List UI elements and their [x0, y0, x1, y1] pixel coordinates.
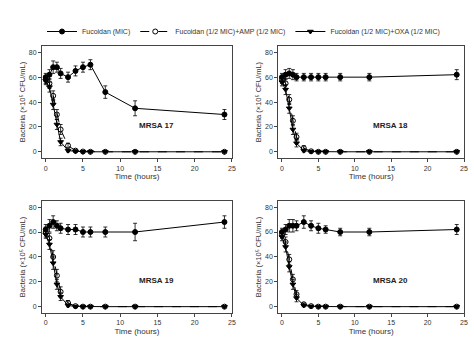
svg-text:0: 0: [33, 303, 37, 310]
svg-text:MRSA 19: MRSA 19: [139, 276, 174, 285]
svg-text:25: 25: [460, 319, 468, 326]
svg-text:Time (hours): Time (hours): [349, 172, 394, 181]
svg-text:15: 15: [154, 319, 162, 326]
svg-text:20: 20: [29, 123, 37, 130]
svg-text:MRSA 20: MRSA 20: [373, 276, 408, 285]
svg-text:60: 60: [29, 74, 37, 81]
svg-text:10: 10: [351, 165, 359, 172]
svg-text:Fucoidan (MIC): Fucoidan (MIC): [82, 28, 130, 36]
svg-text:MRSA 18: MRSA 18: [373, 121, 408, 130]
svg-text:25: 25: [228, 319, 236, 326]
svg-text:10: 10: [116, 319, 124, 326]
svg-text:Time (hours): Time (hours): [114, 172, 159, 181]
svg-text:Time (hours): Time (hours): [114, 327, 159, 336]
svg-text:0: 0: [44, 165, 48, 172]
svg-text:15: 15: [387, 165, 395, 172]
svg-text:0: 0: [269, 303, 273, 310]
svg-text:5: 5: [316, 165, 320, 172]
svg-text:Fucoidan (1/2 MIC)+AMP (1/2 MI: Fucoidan (1/2 MIC)+AMP (1/2 MIC): [175, 28, 285, 36]
svg-text:60: 60: [29, 228, 37, 235]
svg-text:20: 20: [265, 278, 273, 285]
svg-text:20: 20: [424, 319, 432, 326]
svg-text:0: 0: [280, 165, 284, 172]
svg-text:5: 5: [81, 319, 85, 326]
svg-text:Fucoidan (1/2 MIC)+OXA (1/2 MI: Fucoidan (1/2 MIC)+OXA (1/2 MIC): [330, 28, 440, 36]
svg-text:20: 20: [29, 278, 37, 285]
svg-text:40: 40: [29, 253, 37, 260]
svg-text:10: 10: [116, 165, 124, 172]
svg-text:25: 25: [228, 165, 236, 172]
svg-text:20: 20: [265, 123, 273, 130]
svg-text:5: 5: [316, 319, 320, 326]
svg-text:80: 80: [29, 49, 37, 56]
svg-text:40: 40: [265, 99, 273, 106]
svg-text:20: 20: [191, 165, 199, 172]
svg-text:MRSA 17: MRSA 17: [139, 121, 174, 130]
svg-text:80: 80: [29, 204, 37, 211]
svg-text:10: 10: [351, 319, 359, 326]
svg-text:Bacteria (×10⁵ CFU/mL): Bacteria (×10⁵ CFU/mL): [18, 216, 27, 297]
svg-text:0: 0: [280, 319, 284, 326]
svg-text:Bacteria (×10⁵ CFU/mL): Bacteria (×10⁵ CFU/mL): [254, 216, 263, 297]
svg-text:60: 60: [265, 74, 273, 81]
svg-text:Bacteria (×10⁵ CFU/mL): Bacteria (×10⁵ CFU/mL): [18, 61, 27, 142]
svg-text:15: 15: [154, 165, 162, 172]
svg-text:0: 0: [44, 319, 48, 326]
svg-text:0: 0: [33, 148, 37, 155]
svg-text:20: 20: [191, 319, 199, 326]
svg-text:40: 40: [265, 253, 273, 260]
svg-text:Time (hours): Time (hours): [349, 327, 394, 336]
svg-text:60: 60: [265, 228, 273, 235]
svg-text:15: 15: [387, 319, 395, 326]
svg-text:80: 80: [265, 204, 273, 211]
svg-text:0: 0: [269, 148, 273, 155]
svg-text:40: 40: [29, 99, 37, 106]
svg-text:Bacteria (×10⁵ CFU/mL): Bacteria (×10⁵ CFU/mL): [254, 61, 263, 142]
svg-text:25: 25: [460, 165, 468, 172]
svg-text:80: 80: [265, 49, 273, 56]
svg-text:20: 20: [424, 165, 432, 172]
svg-text:5: 5: [81, 165, 85, 172]
